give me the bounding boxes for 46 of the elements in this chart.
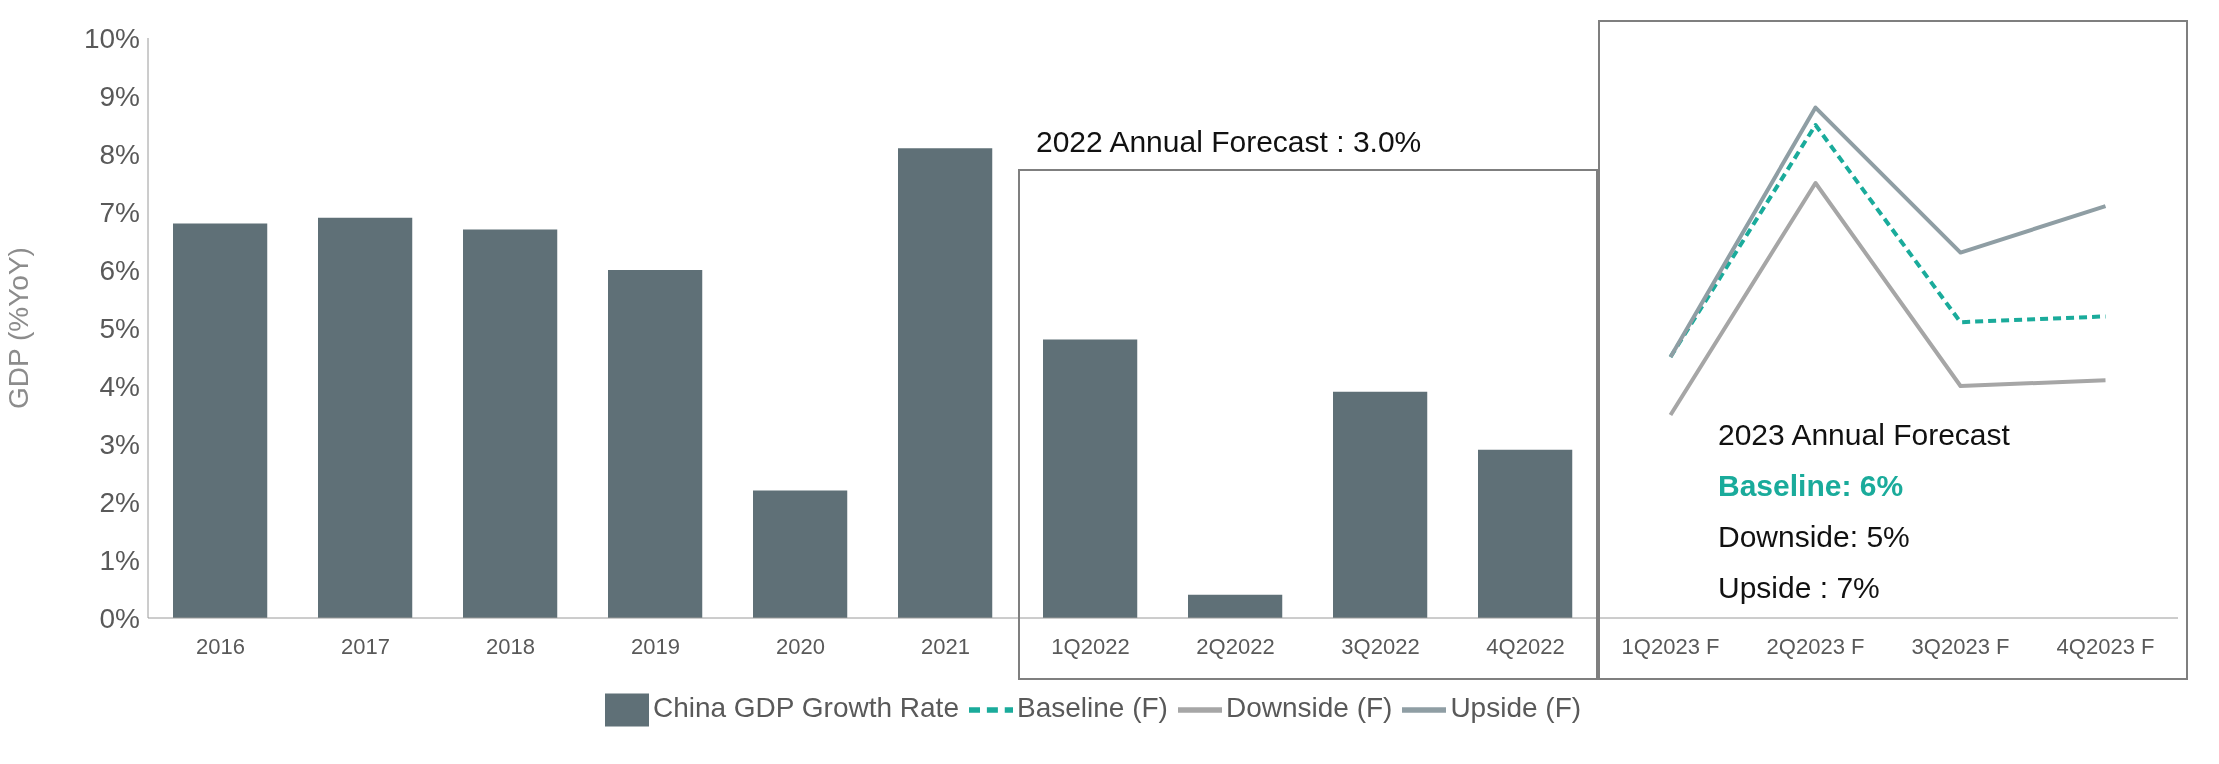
bar [1043, 339, 1138, 618]
y-tick-label: 6% [99, 254, 140, 286]
x-tick-label: 2018 [486, 633, 535, 659]
x-tick-label: 4Q2023 F [2056, 633, 2155, 659]
x-tick-label: 2021 [921, 633, 970, 659]
y-tick-label: 0% [99, 602, 140, 634]
y-tick-label: 4% [99, 370, 140, 402]
annotation: 2022 Annual Forecast : 3.0% [1036, 124, 1422, 159]
legend-label: Downside (F) [1225, 692, 1393, 724]
annotation: Downside: 5% [1718, 519, 1911, 556]
bar [898, 148, 993, 618]
x-tick-label: 1Q2023 F [1621, 633, 1720, 659]
y-tick-label: 7% [99, 196, 140, 228]
bar [1478, 449, 1573, 618]
x-tick-label: 2020 [776, 633, 825, 659]
annotation: Baseline: 6% [1718, 468, 1905, 505]
bar [753, 490, 848, 618]
x-tick-label: 2019 [631, 633, 680, 659]
bar [463, 229, 558, 618]
annotation: Upside : 7% [1718, 570, 1881, 607]
legend-label: China GDP Growth Rate [652, 692, 959, 724]
x-tick-label: 2Q2023 F [1766, 633, 1865, 659]
y-tick-label: 9% [99, 80, 140, 112]
y-tick-label: 3% [99, 428, 140, 460]
bar [1333, 391, 1428, 618]
y-tick-label: 10% [83, 22, 140, 54]
y-axis-title: GDP (%YoY) [2, 247, 34, 409]
x-tick-label: 2017 [341, 633, 390, 659]
x-tick-label: 2Q2022 [1196, 633, 1275, 659]
y-tick-label: 5% [99, 312, 140, 344]
legend-label: Upside (F) [1450, 692, 1582, 724]
x-tick-label: 2016 [196, 633, 245, 659]
bar [608, 270, 703, 618]
annotation: 2023 Annual Forecast [1718, 417, 2010, 454]
y-tick-label: 1% [99, 544, 140, 576]
line-series [1668, 181, 2108, 417]
bar [173, 223, 268, 618]
x-tick-label: 4Q2022 [1486, 633, 1565, 659]
y-tick-label: 2% [99, 486, 140, 518]
bar [1188, 594, 1283, 618]
x-tick-label: 3Q2022 [1341, 633, 1420, 659]
bar [318, 217, 413, 618]
x-tick-label: 1Q2022 [1051, 633, 1130, 659]
y-tick-label: 8% [99, 138, 140, 170]
x-tick-label: 3Q2023 F [1911, 633, 2010, 659]
legend-label: Baseline (F) [1016, 692, 1168, 724]
